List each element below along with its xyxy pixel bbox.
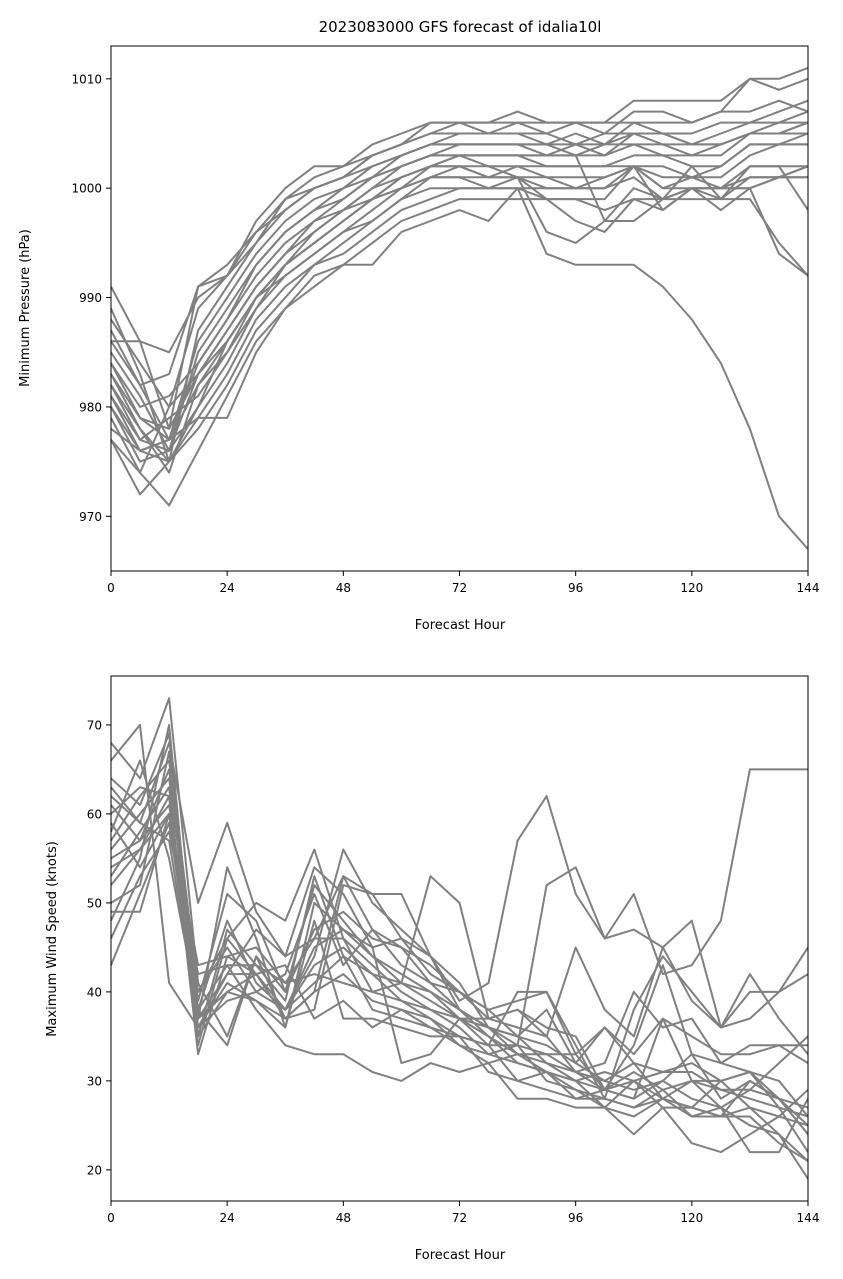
wind-y-tick-label: 40 xyxy=(87,985,102,999)
wind-y-tick-label: 50 xyxy=(87,896,102,910)
wind-series-line-14 xyxy=(110,759,809,1109)
pressure-series-line-20 xyxy=(110,176,809,550)
pressure-x-tick-label: 0 xyxy=(107,581,115,595)
wind-x-tick-label: 120 xyxy=(680,1211,703,1225)
pressure-x-tick-label: 120 xyxy=(680,581,703,595)
wind-x-tick-label: 96 xyxy=(568,1211,583,1225)
pressure-x-axis-label: Forecast Hour xyxy=(415,618,506,633)
pressure-y-tick-label: 990 xyxy=(79,291,102,305)
pressure-lines xyxy=(110,66,809,550)
pressure-x-tick-label: 48 xyxy=(336,581,351,595)
wind-y-tick-label: 30 xyxy=(87,1074,102,1088)
wind-series-line-2 xyxy=(110,741,809,1055)
wind-x-tick-label: 24 xyxy=(220,1211,235,1225)
wind-x-tick-label: 48 xyxy=(336,1211,351,1225)
pressure-y-ticks: 970 980 990 1000 1010 xyxy=(71,72,111,524)
pressure-x-ticks: 0 24 48 72 96 120 144 xyxy=(107,571,819,595)
pressure-series-line-19 xyxy=(110,165,809,463)
pressure-series-line-16 xyxy=(110,121,809,387)
wind-lines xyxy=(110,697,809,1180)
pressure-y-tick-label: 980 xyxy=(79,400,102,414)
wind-x-axis-label: Forecast Hour xyxy=(415,1248,506,1263)
chart-title: 2023083000 GFS forecast of idalia10l xyxy=(319,18,602,36)
wind-chart: 0 24 48 72 96 120 144 20 30 40 50 60 70 Forecast Ho… xyxy=(45,675,819,1263)
pressure-y-tick-label: 970 xyxy=(79,510,102,524)
wind-y-tick-label: 60 xyxy=(87,807,102,821)
wind-x-ticks: 0 24 48 72 96 120 144 xyxy=(107,1201,819,1225)
pressure-x-tick-label: 144 xyxy=(797,581,820,595)
pressure-x-tick-label: 24 xyxy=(220,581,235,595)
wind-y-ticks: 20 30 40 50 60 70 xyxy=(87,718,111,1177)
wind-x-tick-label: 144 xyxy=(797,1211,820,1225)
pressure-x-tick-label: 72 xyxy=(452,581,467,595)
wind-series-line-5 xyxy=(110,777,809,1118)
pressure-y-axis-label: Minimum Pressure (hPa) xyxy=(18,229,33,387)
pressure-y-tick-label: 1000 xyxy=(71,182,102,196)
pressure-series-line-15 xyxy=(110,165,809,463)
wind-series-line-19 xyxy=(110,795,809,1100)
wind-y-tick-label: 70 xyxy=(87,718,102,732)
wind-series-line-16 xyxy=(110,812,808,1073)
pressure-y-tick-label: 1010 xyxy=(71,72,102,86)
wind-y-tick-label: 20 xyxy=(87,1163,102,1177)
wind-series-line-17 xyxy=(110,732,809,1153)
wind-y-axis-label: Maximum Wind Speed (knots) xyxy=(45,841,60,1037)
wind-x-tick-label: 72 xyxy=(452,1211,467,1225)
wind-x-tick-label: 0 xyxy=(107,1211,115,1225)
pressure-x-tick-label: 96 xyxy=(568,581,583,595)
pressure-chart: 2023083000 GFS forecast of idalia10l 0 24… xyxy=(18,18,819,633)
